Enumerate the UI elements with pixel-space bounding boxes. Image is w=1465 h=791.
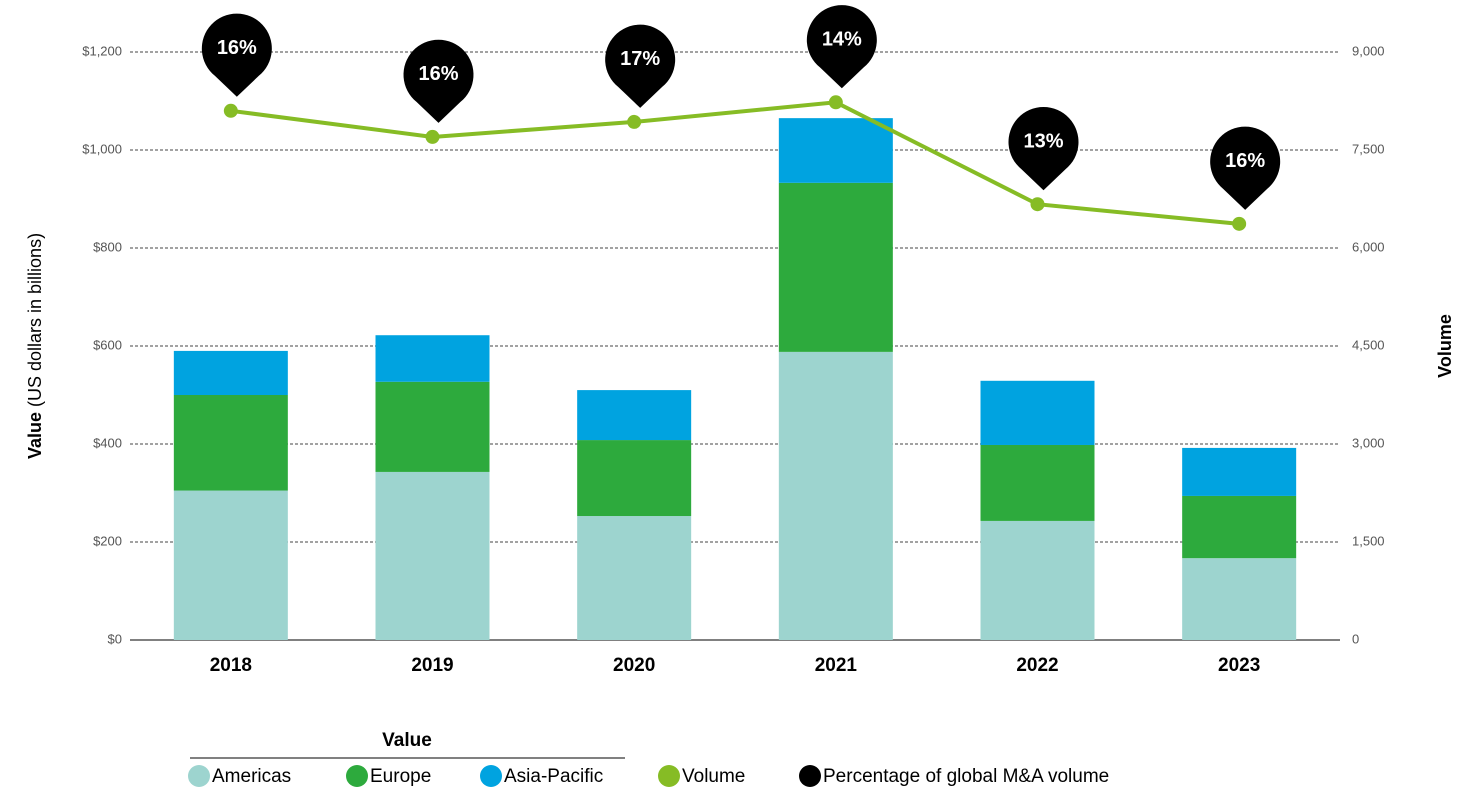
- y2-tick-label: 3,000: [1352, 435, 1385, 450]
- bar-segment: [173, 490, 288, 640]
- legend-label: Europe: [370, 766, 431, 787]
- y2-axis-label: Volume: [1435, 314, 1455, 378]
- volume-point: [223, 103, 238, 118]
- bar-segment: [375, 335, 490, 382]
- bar-segment: [173, 350, 288, 395]
- x-tick-label: 2019: [411, 655, 453, 676]
- bar-segment: [375, 381, 490, 472]
- y2-tick-label: 9,000: [1352, 43, 1385, 58]
- bar-segment: [173, 395, 288, 491]
- legend-label: Asia-Pacific: [504, 766, 603, 787]
- x-tick-label: 2023: [1218, 655, 1260, 676]
- bar-segment: [980, 444, 1095, 521]
- y-tick-label: $1,000: [82, 141, 122, 156]
- y-tick-label: $1,200: [82, 43, 122, 58]
- legend-swatch: [658, 765, 680, 787]
- y-tick-label: $800: [93, 239, 122, 254]
- x-tick-label: 2020: [613, 655, 655, 676]
- bar-segment: [778, 182, 893, 352]
- y-axis-label-detail: (US dollars in billions): [25, 233, 45, 407]
- bar-segment: [980, 380, 1095, 445]
- legend-title: Value: [382, 730, 432, 751]
- percentage-pin: [806, 5, 877, 89]
- percentage-pin: [1210, 126, 1281, 210]
- y2-tick-label: 7,500: [1352, 141, 1385, 156]
- bar-segment: [778, 351, 893, 640]
- bar-segment: [577, 440, 692, 517]
- bar-segment: [778, 118, 893, 183]
- legend-label: Percentage of global M&A volume: [823, 766, 1109, 787]
- legend-swatch: [799, 765, 821, 787]
- percentage-pin: [201, 13, 272, 97]
- y-tick-label: $600: [93, 337, 122, 352]
- volume-point: [1232, 216, 1247, 231]
- y2-tick-label: 1,500: [1352, 533, 1385, 548]
- volume-point: [425, 129, 440, 144]
- legend-label: Volume: [682, 766, 745, 787]
- y-tick-label: $0: [108, 631, 122, 646]
- volume-point: [627, 114, 642, 129]
- percentage-label: 14%: [822, 29, 862, 51]
- y2-tick-label: 4,500: [1352, 337, 1385, 352]
- bar-segment: [1182, 495, 1297, 559]
- y2-tick-label: 0: [1352, 631, 1359, 646]
- y2-tick-label: 6,000: [1352, 239, 1385, 254]
- percentage-label: 13%: [1023, 131, 1063, 153]
- percentage-label: 16%: [1225, 150, 1265, 172]
- percentage-pin: [605, 24, 676, 108]
- percentage-label: 16%: [418, 63, 458, 85]
- bar-segment: [577, 516, 692, 640]
- percentage-pin: [1008, 107, 1079, 191]
- percentage-pin: [403, 39, 474, 123]
- percentage-label: 17%: [620, 48, 660, 70]
- legend-swatch: [346, 765, 368, 787]
- bar-segment: [1182, 447, 1297, 496]
- x-tick-label: 2018: [210, 655, 252, 676]
- x-tick-label: 2021: [815, 655, 858, 676]
- percentage-label: 16%: [217, 37, 257, 59]
- bar-segment: [577, 390, 692, 441]
- legend-swatch: [480, 765, 502, 787]
- volume-line: [230, 100, 1240, 226]
- y-tick-label: $200: [93, 533, 122, 548]
- bar-segment: [980, 520, 1095, 640]
- legend-label: Americas: [212, 766, 291, 787]
- y-tick-label: $400: [93, 435, 122, 450]
- bar-segment: [1182, 558, 1297, 640]
- y-axis-label: Value (US dollars in billions): [25, 233, 45, 459]
- bar-segment: [375, 471, 490, 640]
- volume-point: [828, 95, 843, 110]
- x-tick-label: 2022: [1016, 655, 1058, 676]
- y-axis-label-main: Value: [25, 412, 45, 459]
- volume-point: [1030, 197, 1045, 212]
- legend-swatch: [188, 765, 210, 787]
